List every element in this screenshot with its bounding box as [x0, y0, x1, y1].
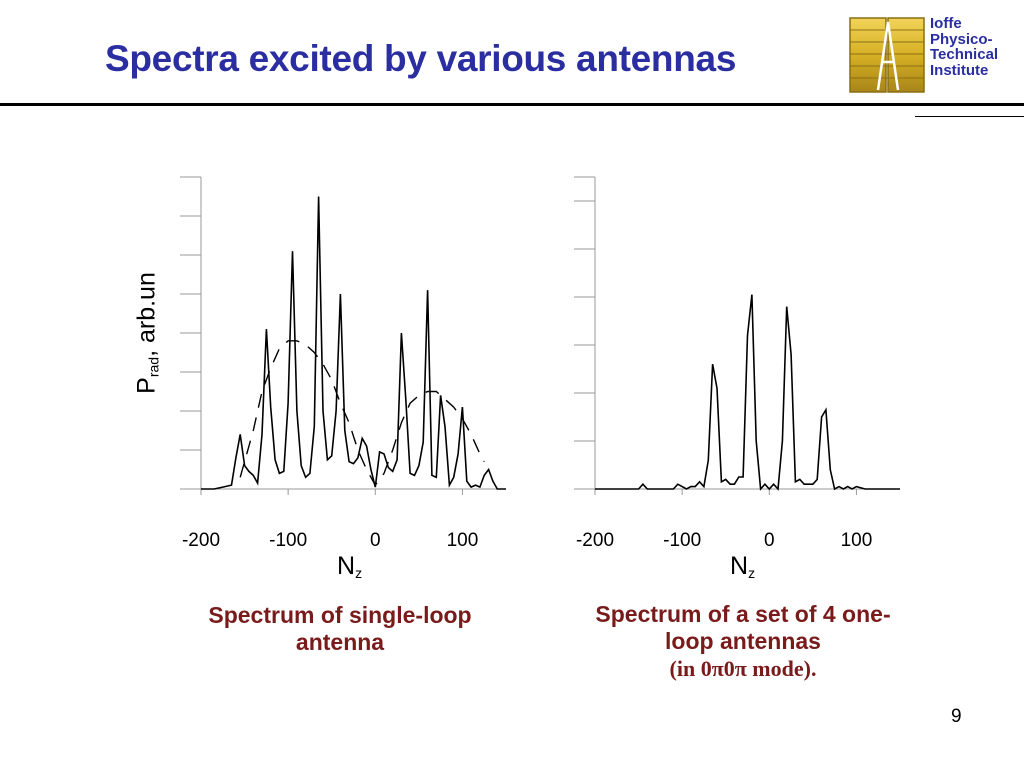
- y-axis-label-sub: rad: [145, 356, 162, 378]
- logo-line: Physico-: [930, 30, 993, 48]
- caption-line: loop antennas: [665, 628, 821, 654]
- x-tick-label: 0: [370, 530, 381, 551]
- page-number: 9: [951, 706, 962, 727]
- y-axis-label-rest: , arb.un: [132, 272, 161, 357]
- x-tick-label: -100: [663, 530, 701, 551]
- logo-line: Institute: [930, 61, 989, 79]
- x-axis-label-right: Nz: [730, 552, 755, 581]
- slide-title: Spectra excited by various antennas: [105, 38, 737, 79]
- x-tick-label: -200: [576, 530, 614, 551]
- caption-line: Spectrum of single-loop: [208, 602, 472, 628]
- x-axis-label-left: Nz: [337, 552, 362, 581]
- spectrum-series-line: [595, 294, 900, 491]
- institute-logo: [848, 16, 1024, 94]
- logo-line: Ioffe: [930, 15, 962, 32]
- logo-text: Ioffe Physico- Technical Institute: [930, 16, 998, 78]
- caption-line: antenna: [295, 629, 385, 655]
- logo-line: Technical: [930, 46, 999, 63]
- caption-line: Spectrum of a set of 4 one-: [595, 601, 891, 627]
- x-axis-label-main: N: [730, 552, 749, 580]
- logo-emblem-icon: [849, 17, 925, 93]
- x-tick-label: 100: [841, 530, 873, 551]
- y-axis-label-main: P: [132, 377, 161, 394]
- title-underline: [0, 103, 1024, 106]
- x-tick-label: 100: [447, 530, 479, 551]
- x-tick-label: 0: [764, 530, 775, 551]
- caption-left: Spectrum of single-loop antenna: [160, 602, 520, 656]
- caption-right: Spectrum of a set of 4 one- loop antenna…: [548, 601, 938, 682]
- title-underline-thin: [915, 116, 1024, 117]
- x-tick-label: -100: [269, 530, 307, 551]
- envelope-series-line: [239, 340, 485, 487]
- spectrum-series-line: [201, 196, 506, 490]
- x-axis-label-sub: z: [748, 565, 756, 581]
- x-axis-label-main: N: [337, 552, 356, 580]
- caption-mode: (in 0π0π mode).: [669, 656, 817, 681]
- x-tick-label: -200: [182, 530, 220, 551]
- x-axis-label-sub: z: [355, 565, 363, 581]
